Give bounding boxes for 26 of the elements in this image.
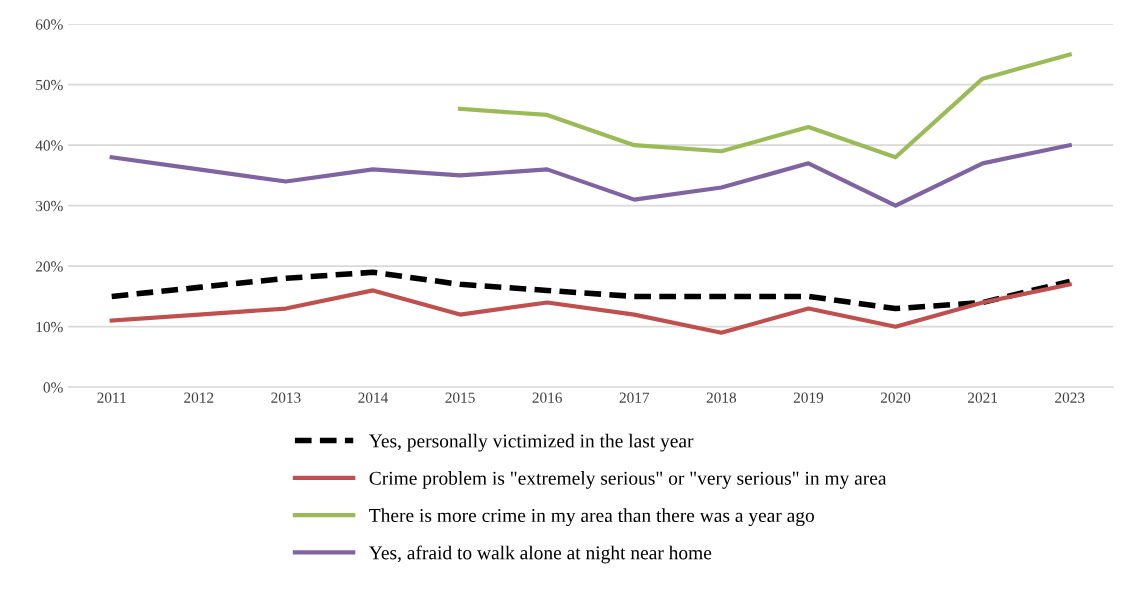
x-tick-label: 2012 — [184, 392, 214, 403]
line-series — [457, 52, 1072, 160]
x-tick-label: 2016 — [532, 392, 562, 403]
x-tick-label: 2014 — [358, 392, 389, 403]
x-tick-label: 2013 — [271, 392, 301, 403]
x-tick-label: 2020 — [880, 392, 911, 403]
y-tick-label: 50% — [36, 79, 63, 91]
y-tick-label: 0% — [43, 382, 63, 393]
legend-label: Crime problem is "extremely serious" or "very serious" in my area — [369, 471, 887, 489]
x-tick-label: 2015 — [445, 392, 475, 403]
y-tick-label: 10% — [36, 321, 63, 333]
legend-label: Yes, personally victimized in the last year — [369, 433, 694, 452]
y-tick-label: 20% — [35, 261, 63, 272]
x-tick-label: 2023 — [1055, 392, 1085, 403]
x-tick-label: 2018 — [706, 392, 737, 403]
legend-label: Yes, afraid to walk alone at night near home — [369, 545, 712, 564]
line-series — [109, 143, 1072, 208]
y-tick-label: 60% — [35, 19, 63, 30]
y-tick-label: 30% — [36, 200, 63, 212]
line-series — [109, 282, 1072, 335]
x-tick-label: 2017 — [619, 392, 650, 403]
x-tick-label: 2019 — [793, 392, 824, 403]
x-tick-label: 2021 — [968, 392, 997, 403]
legend-label: There is more crime in my area than there was a year ago — [369, 508, 814, 527]
x-tick-label: 2011 — [97, 392, 126, 403]
y-tick-label: 40% — [35, 140, 63, 151]
